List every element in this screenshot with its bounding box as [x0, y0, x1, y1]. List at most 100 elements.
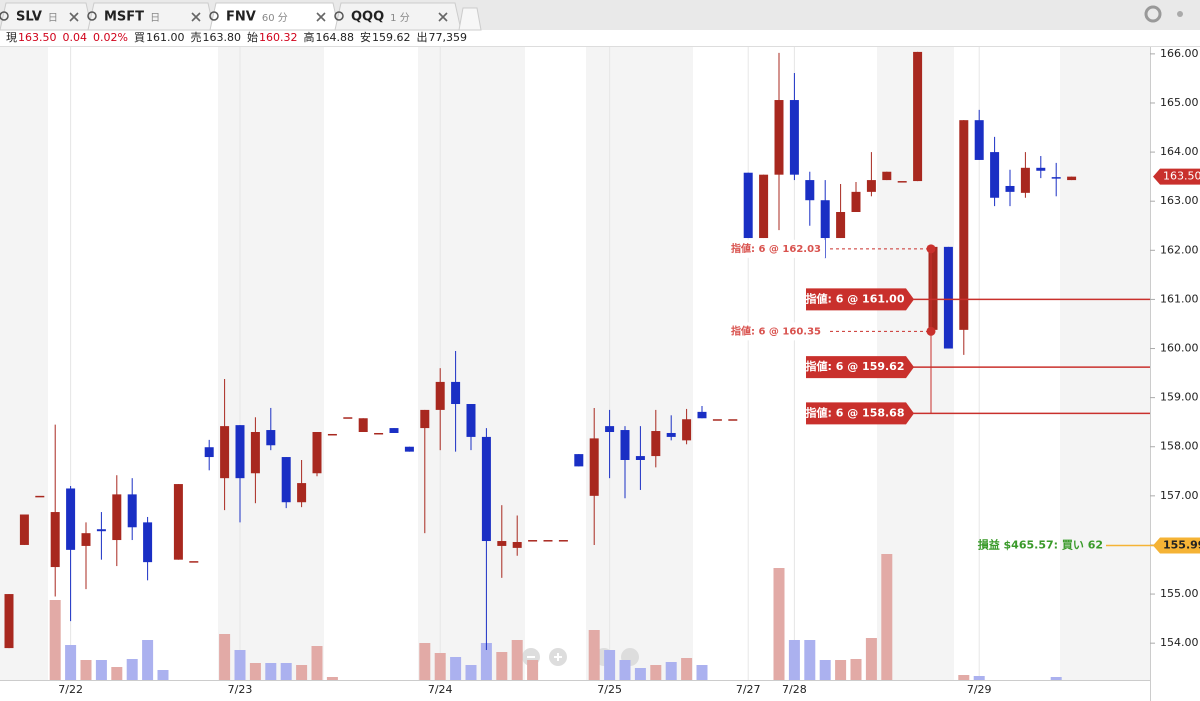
- order-label: 指値: 6 @ 160.35: [731, 324, 821, 337]
- x-tick-label: 7/27: [736, 683, 761, 696]
- quote-label: 始: [247, 30, 258, 44]
- quote-value: 0.02%: [93, 31, 128, 44]
- quote-label: 現: [6, 31, 17, 44]
- quote-bar: [0, 30, 1200, 46]
- quote-value: 160.32: [259, 31, 298, 44]
- volume-bar: [773, 568, 785, 680]
- close-icon[interactable]: [316, 12, 326, 22]
- session-band: [586, 47, 693, 680]
- last-price-tag: [1153, 168, 1200, 185]
- candle-body: [35, 495, 45, 498]
- gear-icon[interactable]: [1144, 5, 1162, 23]
- volume-bar: [835, 660, 847, 680]
- y-tick-label: 157.00: [1160, 489, 1199, 502]
- volume-bar: [973, 676, 985, 680]
- candle-body: [512, 542, 522, 548]
- y-tick-label: 154.00: [1160, 636, 1199, 649]
- tab-name: FNV: [226, 10, 256, 25]
- candle-body: [913, 51, 923, 182]
- session-band: [218, 47, 324, 680]
- volume-bar: [296, 665, 308, 680]
- x-tick-label: 7/24: [428, 683, 453, 696]
- candle-body: [297, 483, 307, 503]
- volume-bar: [511, 640, 523, 680]
- order-tag[interactable]: [806, 288, 914, 311]
- quote-label: 安: [360, 30, 371, 44]
- candle-body: [96, 529, 106, 532]
- candle-body: [928, 246, 938, 330]
- candle-body: [235, 425, 245, 479]
- tab-period: 1 分: [390, 12, 410, 24]
- candle-body: [589, 438, 599, 496]
- y-tick-label: 165.00: [1160, 96, 1199, 109]
- order-dot: [926, 244, 936, 254]
- candle-body: [605, 426, 615, 433]
- close-icon[interactable]: [438, 12, 448, 22]
- dot-icon: [1177, 11, 1183, 17]
- volume-bar: [634, 668, 646, 680]
- last-price-label: 163.50: [1163, 170, 1200, 183]
- position-price: 155.99: [1163, 538, 1200, 551]
- candle-body: [312, 432, 322, 474]
- settings[interactable]: [1144, 5, 1183, 23]
- candle-body: [897, 181, 907, 183]
- volume-bar: [465, 665, 477, 680]
- new-tab[interactable]: [458, 7, 482, 31]
- candle-body: [404, 446, 414, 452]
- tab[interactable]: [0, 2, 93, 31]
- candle-body: [635, 456, 645, 460]
- candle-body: [682, 419, 692, 441]
- order-tag[interactable]: [806, 402, 914, 425]
- volume-bar: [865, 638, 877, 680]
- session-band: [1060, 47, 1150, 680]
- volume-bar: [80, 660, 92, 680]
- x-tick-label: 7/23: [228, 683, 253, 696]
- y-tick-label: 164.00: [1160, 145, 1199, 158]
- position-label: 損益 $465.57: 買い 62: [978, 537, 1103, 551]
- order-box[interactable]: [727, 239, 825, 258]
- candle-body: [558, 540, 568, 542]
- order-dot: [926, 326, 936, 336]
- volume-bar: [588, 630, 600, 680]
- close-icon[interactable]: [69, 12, 79, 22]
- tab-period: 日: [150, 13, 160, 24]
- candle-body: [481, 436, 491, 542]
- volume-bar: [496, 652, 508, 680]
- candle-body: [466, 404, 476, 437]
- candle-body: [281, 457, 291, 503]
- candle-body: [81, 533, 91, 546]
- order-label: 指値: 6 @ 159.62: [806, 359, 905, 373]
- candle-body: [990, 152, 1000, 198]
- volume-bar: [157, 670, 169, 680]
- candle-body: [266, 430, 276, 446]
- link-icon: [209, 11, 219, 21]
- candle-body: [1051, 177, 1061, 179]
- order-label: 指値: 6 @ 161.00: [806, 291, 905, 305]
- quote-label: 出: [416, 30, 427, 44]
- quote-label: 売: [190, 31, 201, 44]
- close-icon[interactable]: [191, 12, 201, 22]
- candle-body: [651, 431, 661, 457]
- volume-bar: [665, 662, 677, 680]
- volume-bar: [49, 600, 61, 680]
- order-label: 指値: 6 @ 162.03: [731, 242, 821, 255]
- candle-body: [66, 488, 76, 550]
- order-box[interactable]: [727, 322, 825, 341]
- candle-body: [19, 514, 29, 545]
- link-icon: [0, 11, 9, 21]
- volume-bar: [819, 660, 831, 680]
- candle-body: [943, 246, 953, 349]
- candle-body: [1036, 167, 1046, 171]
- candle-body: [112, 494, 122, 541]
- volume-bar: [265, 663, 277, 680]
- price-tag: [1153, 537, 1200, 554]
- candle-body: [836, 212, 846, 239]
- order-tag[interactable]: [806, 356, 914, 379]
- volume-bar: [788, 640, 800, 680]
- volume-bar: [619, 660, 631, 680]
- volume-bar: [480, 643, 492, 680]
- volume-bar: [434, 653, 446, 680]
- candle-body: [851, 191, 861, 213]
